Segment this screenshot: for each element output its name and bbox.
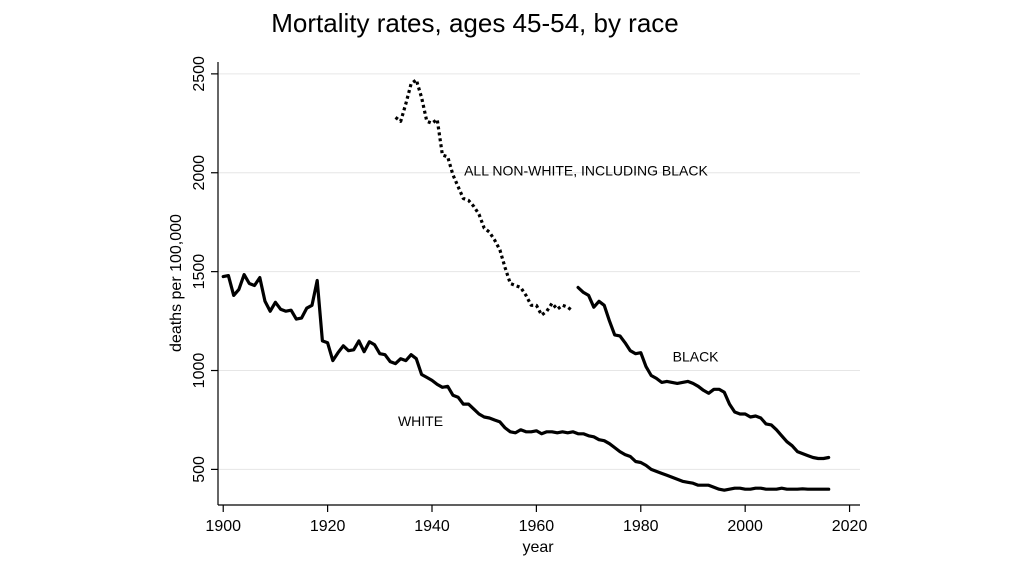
series-annotations: WHITE BLACK ALL NON-WHITE, INCLUDING BLACK — [398, 163, 719, 429]
x-tick-label-1900: 1900 — [205, 518, 241, 535]
y-tick-label-500: 500 — [191, 456, 208, 483]
axes: 1900 1920 1940 1960 1980 2000 2020 500 1000 1500 2… — [191, 56, 867, 535]
series-line-white — [221, 273, 831, 492]
x-tick-label-2000: 2000 — [727, 518, 763, 535]
x-tick-label-1980: 1980 — [623, 518, 659, 535]
x-tick-label-1940: 1940 — [414, 518, 450, 535]
y-axis-label: deaths per 100,000 — [168, 214, 185, 352]
x-tick-label-2020: 2020 — [832, 518, 868, 535]
x-axis-label: year — [522, 539, 554, 556]
x-tick-label-1960: 1960 — [519, 518, 555, 535]
gridlines — [218, 73, 860, 470]
y-tick-label-2500: 2500 — [191, 56, 208, 92]
y-tick-label-1500: 1500 — [191, 254, 208, 290]
series-label-all-non-white-including-black: ALL NON-WHITE, INCLUDING BLACK — [464, 163, 708, 179]
series-line-all-non-white-including-black — [394, 78, 574, 317]
y-tick-label-2000: 2000 — [191, 155, 208, 191]
series-label-black: BLACK — [673, 349, 720, 365]
series-lines — [221, 78, 831, 492]
y-tick-label-1000: 1000 — [191, 353, 208, 389]
series-label-white: WHITE — [398, 413, 443, 429]
chart-title: Mortality rates, ages 45-54, by race — [271, 8, 679, 38]
series-line-black — [576, 285, 831, 461]
x-tick-label-1920: 1920 — [310, 518, 346, 535]
